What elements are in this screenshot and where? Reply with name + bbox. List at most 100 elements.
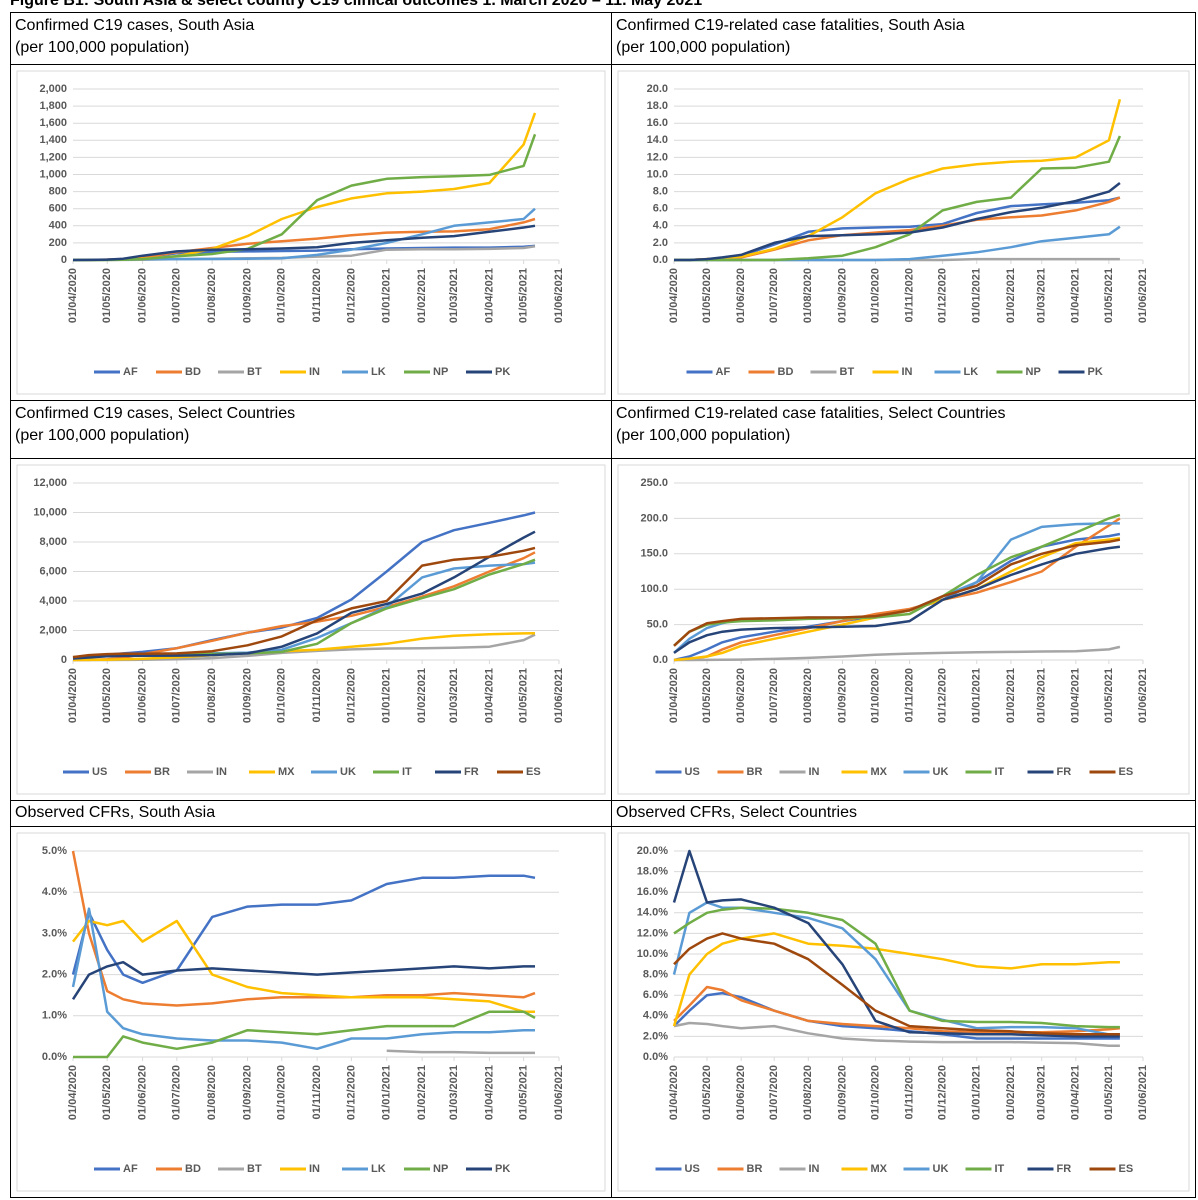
cell-header: Confirmed C19-related case fatalities, S…	[611, 400, 1196, 459]
y-tick-label: 6.0	[653, 203, 668, 215]
x-tick-label: 01/08/2020	[802, 668, 814, 723]
series-line	[672, 932, 1120, 1027]
y-tick-label: 10.0%	[637, 948, 668, 960]
x-tick-label: 01/03/2021	[1036, 1065, 1048, 1120]
x-tick-label: 01/12/2020	[937, 668, 949, 723]
y-tick-label: 8.0	[653, 186, 668, 198]
legend-label: MX	[871, 1163, 888, 1175]
y-tick-label: 1,000	[39, 168, 67, 180]
x-tick-label: 01/05/2020	[101, 268, 113, 323]
y-tick-label: 4.0	[653, 220, 668, 232]
y-tick-label: 12.0	[647, 151, 668, 163]
x-tick-label: 01/06/2020	[735, 1065, 747, 1120]
x-tick-label: 01/05/2021	[1103, 268, 1115, 323]
chart-title: Confirmed C19-related case fatalities, S…	[616, 405, 1006, 422]
legend-label: BR	[747, 1163, 763, 1175]
legend-label: NP	[433, 1163, 448, 1175]
legend-label: IT	[995, 766, 1005, 778]
legend-label: LK	[964, 366, 979, 378]
x-tick-label: 01/09/2020	[241, 268, 253, 323]
x-tick-label: 01/05/2021	[518, 268, 530, 323]
y-tick-label: 1,400	[39, 134, 67, 146]
chart-frame	[16, 464, 606, 795]
chart-title: Confirmed C19-related case fatalities, S…	[616, 17, 965, 34]
series-line	[71, 874, 536, 985]
x-tick-label: 01/04/2020	[668, 668, 680, 723]
cell-header: Confirmed C19-related case fatalities, S…	[611, 12, 1196, 65]
series-line	[72, 546, 536, 659]
legend-label: PK	[495, 1163, 510, 1175]
y-tick-label: 100.0	[640, 583, 668, 595]
legend-label: IT	[995, 1163, 1005, 1175]
y-tick-label: 4.0%	[643, 1010, 668, 1022]
x-tick-label: 01/06/2021	[553, 268, 565, 323]
legend-label: BD	[778, 366, 794, 378]
x-tick-label: 01/06/2021	[1137, 1065, 1149, 1120]
chart: 0.0% 2.0% 4.0% 6.0% 8.0% 10.0% 12.0% 14.0% 16.0%…	[617, 832, 1190, 1192]
x-tick-label: 01/05/2021	[1103, 1065, 1115, 1120]
chart-title: Observed CFRs, South Asia	[15, 804, 216, 821]
series-line	[673, 991, 1120, 1040]
x-tick-label: 01/06/2020	[136, 1065, 148, 1120]
legend-label: BT	[840, 366, 855, 378]
chart-frame	[16, 70, 606, 395]
y-tick-label: 0.0%	[643, 1051, 668, 1063]
x-tick-label: 01/02/2021	[416, 1065, 428, 1120]
x-tick-label: 01/11/2020	[311, 268, 323, 322]
y-tick-label: 2.0%	[42, 969, 67, 981]
y-tick-label: 12,000	[33, 477, 67, 489]
x-tick-label: 01/04/2021	[1070, 268, 1082, 323]
chart-frame	[617, 832, 1190, 1192]
series-line	[673, 513, 1121, 647]
x-tick-label: 01/01/2021	[381, 268, 393, 323]
legend-label: AF	[123, 366, 138, 378]
x-tick-label: 01/10/2020	[869, 668, 881, 723]
legend-label: BT	[247, 1163, 262, 1175]
y-tick-label: 800	[49, 186, 67, 198]
x-tick-label: 01/12/2020	[345, 268, 357, 323]
x-tick-label: 01/05/2020	[701, 1065, 713, 1120]
chart: 0.0 50.0 100.0 150.0 200.0 250.0 01/04/2020 01/…	[617, 464, 1190, 795]
chart: 0 200 400 600 800 1,000 1,200 1,400 1,600 1,800 2,…	[16, 70, 606, 395]
x-tick-label: 01/08/2020	[206, 668, 218, 723]
legend-label: IN	[809, 766, 820, 778]
x-tick-label: 01/04/2020	[67, 668, 79, 723]
x-tick-label: 01/07/2020	[171, 668, 183, 723]
series-line	[673, 545, 1121, 654]
x-tick-label: 01/12/2020	[345, 668, 357, 723]
x-tick-label: 01/05/2021	[518, 668, 530, 723]
legend-label: BT	[247, 366, 262, 378]
series-line	[71, 850, 536, 1007]
x-tick-label: 01/08/2020	[802, 268, 814, 323]
y-tick-label: 4.0%	[42, 886, 67, 898]
x-tick-label: 01/11/2020	[311, 1065, 323, 1119]
x-tick-label: 01/01/2021	[381, 1065, 393, 1120]
y-tick-label: 150.0	[640, 548, 668, 560]
x-tick-label: 01/06/2020	[735, 268, 747, 323]
y-tick-label: 0.0%	[42, 1051, 67, 1063]
legend-label: IN	[309, 366, 320, 378]
chart-cell: 0 2,000 4,000 6,000 8,000 10,000 12,000 01/04/2…	[10, 458, 612, 801]
x-tick-label: 01/03/2021	[448, 1065, 460, 1120]
legend-label: UK	[340, 766, 356, 778]
y-tick-label: 6,000	[39, 565, 67, 577]
x-tick-label: 01/04/2021	[483, 268, 495, 323]
chart-subtitle: (per 100,000 population)	[15, 39, 190, 56]
y-tick-label: 1,200	[39, 151, 67, 163]
y-tick-label: 20.0	[647, 83, 668, 95]
y-tick-label: 12.0%	[637, 927, 668, 939]
chart-cell: 0.0 2.0 4.0 6.0 8.0 10.0 12.0 14.0 16.0 18.0 20.0 0…	[611, 64, 1196, 401]
cell-header: Confirmed C19 cases, Select Countries (pe…	[10, 400, 612, 459]
x-tick-label: 01/08/2020	[206, 268, 218, 323]
x-tick-label: 01/04/2020	[668, 1065, 680, 1120]
x-tick-label: 01/09/2020	[836, 668, 848, 723]
legend-label: LK	[371, 366, 386, 378]
chart-cell: 0.0% 2.0% 4.0% 6.0% 8.0% 10.0% 12.0% 14.0% 16.0%…	[611, 826, 1196, 1198]
chart-title: Confirmed C19 cases, Select Countries	[15, 405, 296, 422]
y-tick-label: 8.0%	[643, 969, 668, 981]
y-tick-label: 1,600	[39, 117, 67, 129]
y-tick-label: 250.0	[640, 477, 668, 489]
legend-label: IN	[309, 1163, 320, 1175]
x-tick-label: 01/09/2020	[836, 268, 848, 323]
series-line	[673, 906, 1120, 1029]
